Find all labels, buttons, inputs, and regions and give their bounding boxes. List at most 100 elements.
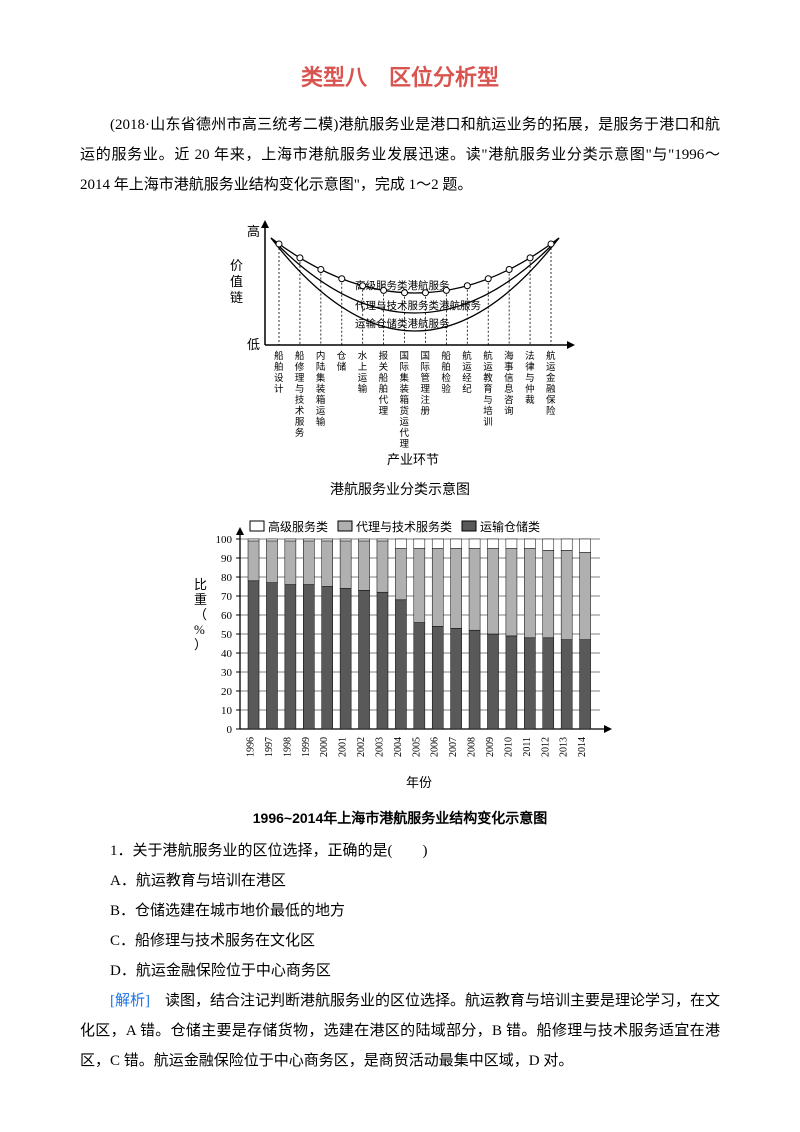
svg-text:仓: 仓	[337, 350, 347, 362]
svg-text:计: 计	[274, 383, 284, 395]
svg-text:理: 理	[400, 439, 410, 450]
svg-text:册: 册	[420, 406, 430, 417]
svg-text:2012: 2012	[540, 737, 551, 757]
svg-text:箱: 箱	[400, 394, 410, 406]
explain-text: 读图，结合注记判断港航服务业的区位选择。航运教育与培训主要是理论学习，在文化区，…	[80, 993, 720, 1069]
svg-text:与: 与	[295, 384, 305, 395]
svg-text:培: 培	[483, 405, 493, 417]
svg-text:输: 输	[358, 383, 368, 395]
svg-text:询: 询	[504, 405, 514, 417]
svg-text:息: 息	[504, 383, 514, 395]
svg-text:高: 高	[247, 224, 260, 239]
svg-text:事: 事	[504, 361, 514, 373]
svg-text:代理与技术服务类港航服务: 代理与技术服务类港航服务	[355, 299, 481, 312]
svg-text:2011: 2011	[522, 737, 533, 757]
svg-text:装: 装	[316, 383, 326, 395]
svg-text:1997: 1997	[264, 737, 275, 757]
svg-text:运输仓储类: 运输仓储类	[480, 519, 540, 534]
q1-stem: 1．关于港航服务业的区位选择，正确的是( )	[80, 836, 720, 866]
svg-text:检: 检	[441, 372, 451, 384]
svg-text:代理与技术服务类: 代理与技术服务类	[356, 519, 452, 534]
svg-text:比: 比	[194, 577, 207, 592]
svg-text:代: 代	[400, 428, 410, 439]
svg-text:际: 际	[420, 362, 430, 373]
svg-text:运: 运	[400, 417, 410, 428]
svg-text:技: 技	[295, 394, 305, 406]
svg-text:输: 输	[316, 416, 326, 428]
svg-text:集: 集	[400, 372, 410, 384]
svg-text:2001: 2001	[338, 737, 349, 757]
svg-text:水: 水	[358, 350, 368, 362]
svg-text:%: %	[194, 622, 205, 637]
svg-text:货: 货	[400, 405, 410, 417]
q1-opt-a: A．航运教育与培训在港区	[80, 866, 720, 896]
svg-text:教: 教	[483, 372, 493, 384]
svg-text:裁: 裁	[525, 394, 535, 406]
svg-text:船: 船	[295, 350, 305, 362]
svg-text:80: 80	[221, 572, 233, 584]
svg-text:术: 术	[295, 405, 305, 417]
svg-text:咨: 咨	[504, 394, 514, 406]
svg-text:2003: 2003	[374, 737, 385, 757]
svg-text:理: 理	[295, 373, 305, 384]
svg-text:1998: 1998	[282, 737, 293, 757]
svg-text:险: 险	[546, 405, 556, 417]
svg-text:上: 上	[358, 362, 368, 373]
svg-text:仲: 仲	[525, 383, 535, 395]
svg-text:集: 集	[316, 372, 326, 384]
svg-text:1996: 1996	[246, 737, 257, 757]
svg-text:运: 运	[462, 362, 472, 373]
chart1-svg: 高低价值链高级服务类港航服务代理与技术服务类港航服务运输仓储类港航服务船舶设计船…	[210, 210, 590, 470]
svg-text:舶: 舶	[441, 361, 451, 373]
svg-text:与: 与	[525, 373, 535, 384]
svg-text:2006: 2006	[430, 737, 441, 757]
svg-text:运: 运	[483, 362, 493, 373]
svg-text:船: 船	[274, 350, 284, 362]
chart2-caption: 1996~2014年上海市港航服务业结构变化示意图	[80, 808, 720, 828]
svg-text:注: 注	[420, 394, 430, 406]
svg-text:理: 理	[420, 384, 430, 395]
svg-text:内: 内	[316, 350, 326, 362]
svg-text:50: 50	[221, 629, 233, 641]
svg-text:法: 法	[525, 350, 535, 362]
svg-text:20: 20	[221, 686, 233, 698]
svg-text:）: ）	[194, 637, 207, 652]
svg-text:务: 务	[295, 427, 305, 439]
svg-text:国: 国	[420, 351, 430, 362]
q1-opt-b: B．仓储选建在城市地价最低的地方	[80, 896, 720, 926]
svg-text:60: 60	[221, 610, 233, 622]
chart1-container: 高低价值链高级服务类港航服务代理与技术服务类港航服务运输仓储类港航服务船舶设计船…	[80, 210, 720, 499]
svg-text:金: 金	[546, 372, 556, 384]
svg-text:代: 代	[379, 395, 389, 406]
svg-text:储: 储	[337, 361, 347, 373]
svg-text:船: 船	[379, 372, 389, 384]
svg-text:运输仓储类港航服务: 运输仓储类港航服务	[355, 317, 450, 330]
svg-text:与: 与	[483, 395, 493, 406]
chart2-container: 高级服务类代理与技术服务类运输仓储类0102030405060708090100…	[80, 509, 720, 828]
svg-text:1999: 1999	[301, 737, 312, 757]
svg-text:海: 海	[504, 350, 514, 362]
svg-text:国: 国	[400, 351, 410, 362]
svg-text:40: 40	[221, 648, 233, 660]
svg-text:2013: 2013	[559, 737, 570, 757]
svg-text:陆: 陆	[316, 361, 326, 373]
svg-text:30: 30	[221, 667, 233, 679]
explanation: [解析] 读图，结合注记判断港航服务业的区位选择。航运教育与培训主要是理论学习，…	[80, 986, 720, 1076]
svg-text:验: 验	[441, 383, 451, 395]
svg-text:运: 运	[316, 406, 326, 417]
svg-text:信: 信	[504, 372, 514, 384]
svg-text:0: 0	[227, 724, 233, 736]
explain-label: [解析]	[110, 993, 150, 1009]
svg-text:航: 航	[483, 350, 493, 362]
chart1-caption: 港航服务业分类示意图	[80, 479, 720, 499]
svg-text:2002: 2002	[356, 737, 367, 757]
svg-text:2007: 2007	[448, 737, 459, 757]
page-title: 类型八 区位分析型	[80, 60, 720, 92]
svg-text:航: 航	[546, 350, 556, 362]
svg-text:高级服务类: 高级服务类	[268, 519, 328, 534]
svg-text:航: 航	[462, 350, 472, 362]
svg-text:育: 育	[483, 383, 493, 395]
svg-text:值: 值	[230, 274, 243, 289]
svg-text:2005: 2005	[411, 737, 422, 757]
svg-text:2010: 2010	[503, 737, 514, 757]
